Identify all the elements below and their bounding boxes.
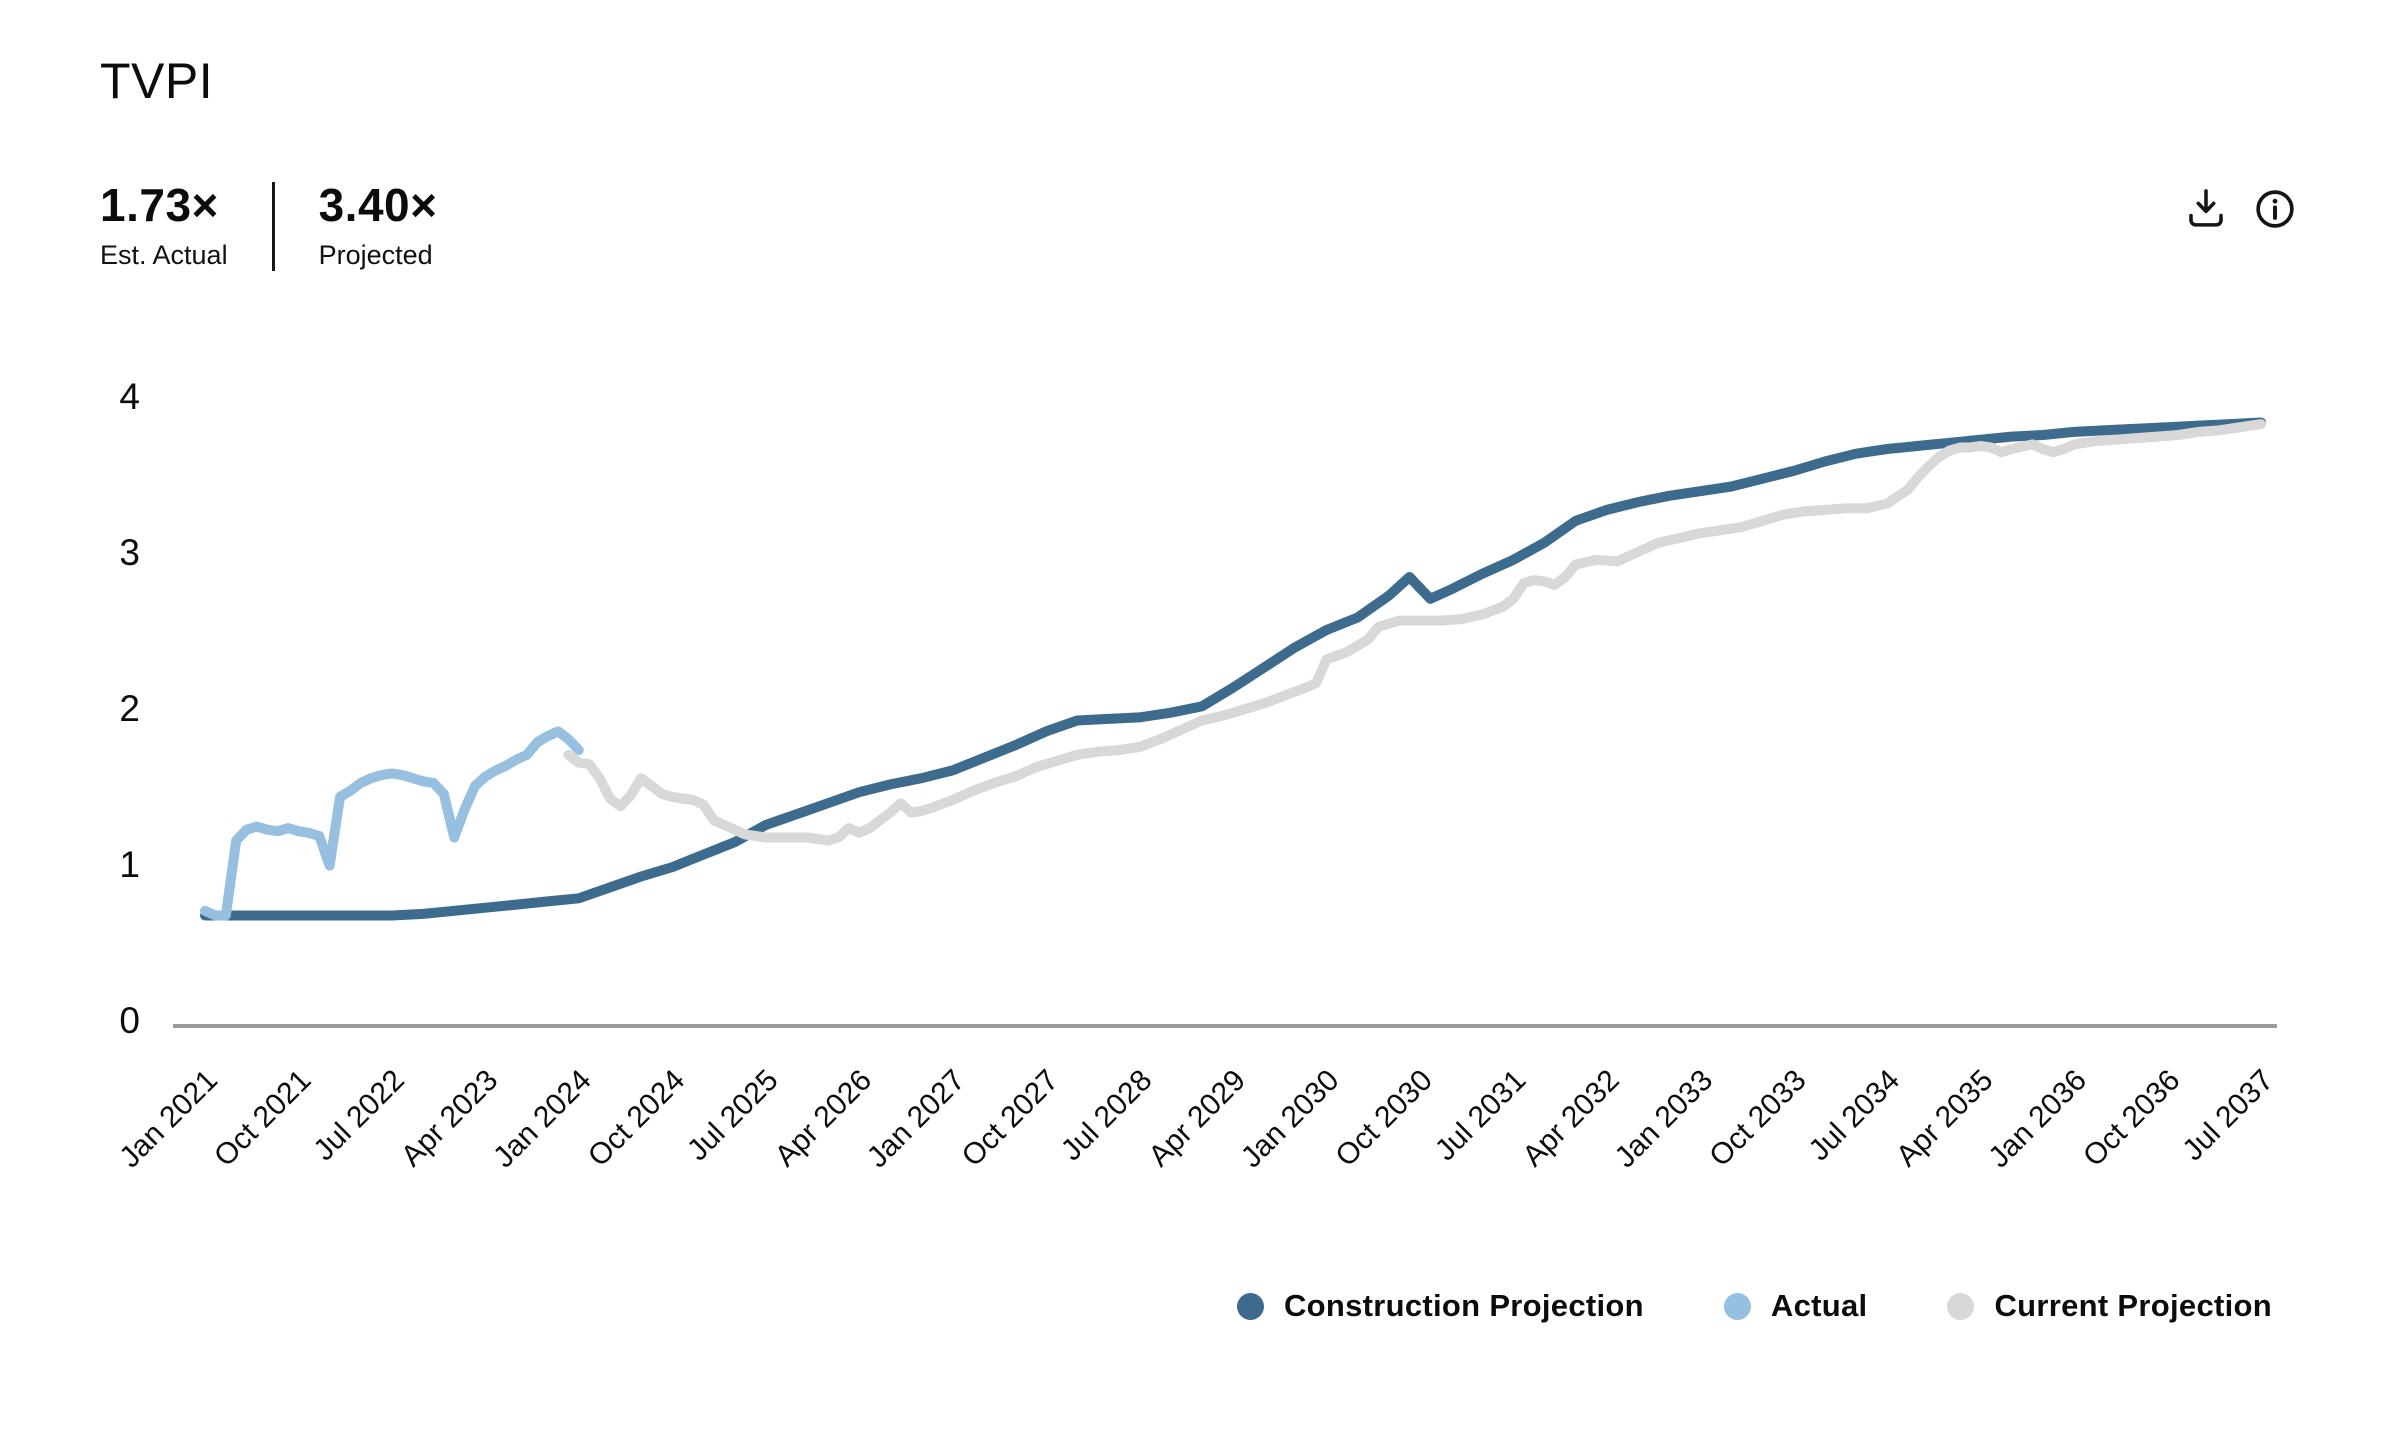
x-tick-label: Jan 2030 [1235, 1064, 1346, 1175]
x-tick-label: Jul 2025 [681, 1064, 785, 1168]
legend-dot-construction-projection [1236, 1292, 1264, 1320]
stat-projected-value: 3.40× [318, 179, 438, 231]
x-tick-label: Jul 2037 [2176, 1064, 2280, 1168]
x-tick-label: Jan 2024 [487, 1064, 598, 1175]
x-tick-label: Apr 2029 [1143, 1064, 1252, 1173]
x-tick-label: Jul 2028 [1055, 1064, 1159, 1168]
legend-item-actual[interactable]: Actual [1723, 1288, 1868, 1324]
x-tick-label: Oct 2021 [208, 1064, 317, 1173]
y-tick-label: 0 [119, 1000, 140, 1041]
x-tick-label: Jul 2034 [1803, 1064, 1907, 1168]
stats-block: 1.73× Est. Actual 3.40× Projected [100, 182, 437, 271]
series-line-actual [200, 726, 584, 921]
x-tick-label: Oct 2027 [956, 1064, 1065, 1173]
info-icon [2252, 190, 2298, 235]
x-tick-label: Jan 2036 [1982, 1064, 2093, 1175]
legend-dot-current-projection [1947, 1292, 1975, 1320]
x-tick-label: Apr 2026 [769, 1064, 878, 1173]
download-icon [2181, 189, 2231, 236]
info-button[interactable] [2252, 186, 2298, 232]
download-button[interactable] [2181, 183, 2231, 233]
series-line-current-projection [563, 419, 2266, 846]
stat-est-actual-value: 1.73× [100, 179, 219, 231]
legend-item-current-projection[interactable]: Current Projection [1947, 1288, 2272, 1324]
y-tick-label: 1 [119, 844, 140, 885]
stat-projected-label: Projected [318, 240, 433, 270]
y-tick-label: 4 [119, 376, 140, 417]
x-tick-label: Oct 2024 [582, 1064, 691, 1173]
x-tick-label: Apr 2032 [1516, 1064, 1625, 1173]
x-tick-label: Jan 2027 [861, 1064, 972, 1175]
x-tick-label: Apr 2035 [1890, 1064, 1999, 1173]
stat-est-actual: 1.73× Est. Actual [100, 182, 228, 271]
stat-est-actual-label: Est. Actual [100, 240, 228, 270]
legend-label: Actual [1770, 1288, 1868, 1323]
x-tick-label: Apr 2023 [395, 1064, 504, 1173]
y-tick-label: 2 [119, 688, 140, 729]
stats-divider [271, 182, 275, 271]
x-tick-label: Oct 2030 [1329, 1064, 1438, 1173]
legend-item-construction-projection[interactable]: Construction Projection [1236, 1288, 1644, 1324]
x-tick-label: Jul 2022 [307, 1064, 411, 1168]
page-title: TVPI [100, 53, 214, 109]
x-tick-label: Oct 2033 [1703, 1064, 1812, 1173]
legend-label: Construction Projection [1283, 1288, 1644, 1323]
x-tick-label: Jul 2031 [1429, 1064, 1533, 1168]
series-line-construction-projection [200, 417, 2266, 921]
chart-legend: Construction Projection Actual Current P… [1236, 1288, 2272, 1324]
y-tick-label: 3 [119, 532, 140, 573]
legend-label: Current Projection [1994, 1288, 2272, 1323]
legend-dot-actual [1723, 1292, 1751, 1320]
x-tick-label: Jan 2033 [1609, 1064, 1720, 1175]
stat-projected: 3.40× Projected [319, 182, 438, 271]
x-tick-label: Jan 2021 [113, 1064, 224, 1175]
x-tick-label: Oct 2036 [2077, 1064, 2186, 1173]
